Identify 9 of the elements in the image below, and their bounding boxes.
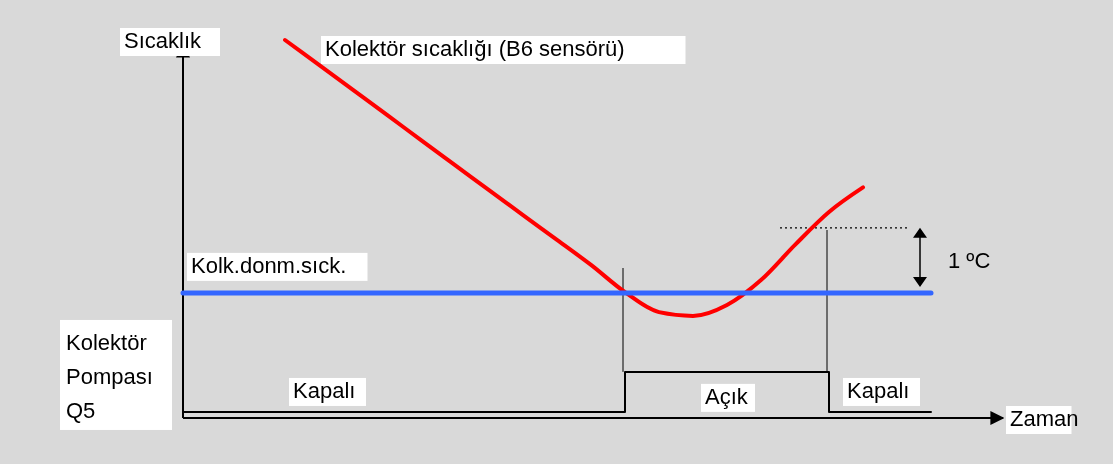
annotation: Kapalı [847,377,910,403]
series-label: Kolektör Pompası Q5 [66,329,153,423]
annotation: Açık [705,383,749,409]
series-label: Kolektör sıcaklığı (B6 sensörü) [325,36,625,61]
x-axis-title: Zaman [1010,406,1079,431]
y-axis-title: Sıcaklık [124,28,203,53]
ref-line-label: 1 ºC [948,248,991,274]
series-label: Kolk.donm.sıck. [191,252,347,278]
annotation: Kapalı [293,377,356,403]
